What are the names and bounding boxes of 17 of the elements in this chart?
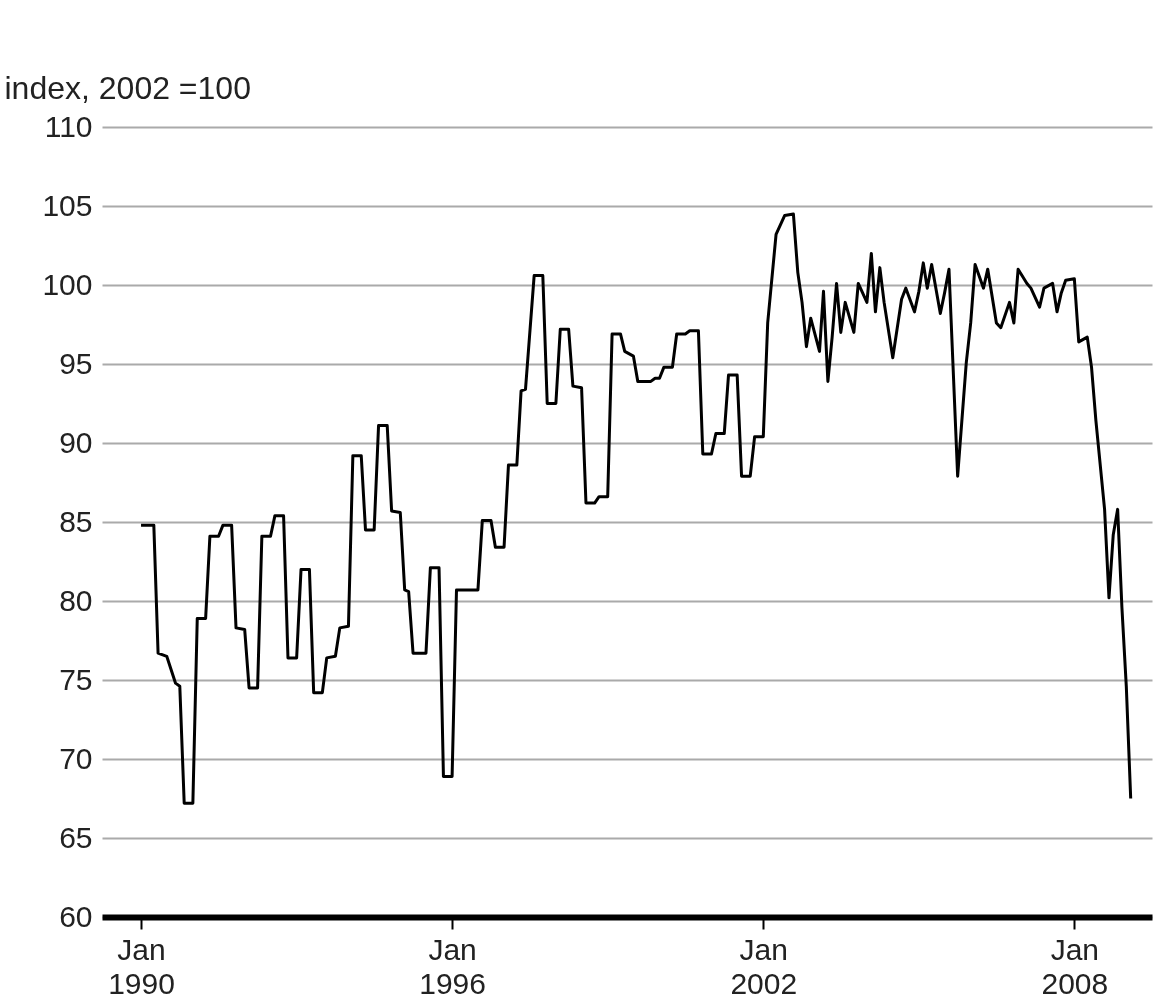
y-tick-label: 70 [59, 741, 93, 775]
y-tick-label: 90 [59, 425, 93, 459]
y-tick-label: 75 [59, 662, 93, 696]
y-tick-label: 95 [59, 346, 93, 380]
x-tick-label: Jan 1996 [419, 932, 486, 1000]
y-tick-label: 80 [59, 583, 93, 617]
x-tick-label: Jan 1990 [108, 932, 175, 1000]
line-series [139, 212, 1133, 805]
y-tick-label: 110 [44, 109, 93, 143]
y-tick-label: 105 [42, 188, 93, 222]
x-tick-label: Jan 2002 [730, 932, 798, 1000]
y-tick-label: 65 [59, 820, 93, 854]
y-tick-label: 60 [59, 899, 93, 933]
x-tick-label: Jan 2008 [1041, 932, 1109, 1000]
y-tick-label: 100 [42, 267, 93, 301]
y-axis-title: index, 2002 =100 [4, 69, 251, 106]
y-tick-label: 85 [59, 504, 93, 538]
